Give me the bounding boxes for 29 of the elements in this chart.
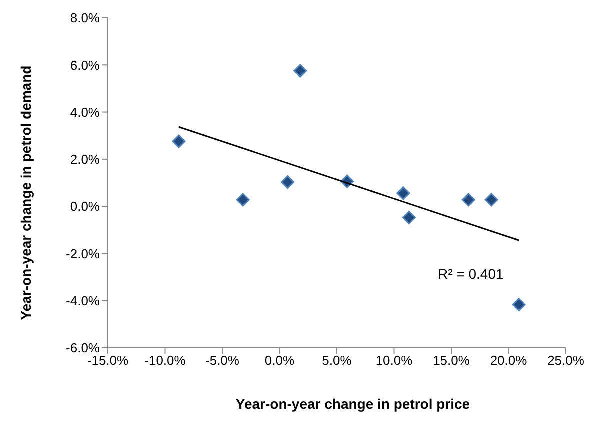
x-axis-title: Year-on-year change in petrol price <box>234 396 472 412</box>
y-tick-label: -2.0% <box>66 246 100 262</box>
x-tick-label: 20.0% <box>490 353 528 368</box>
point <box>294 64 308 78</box>
point <box>512 298 526 312</box>
x-tick-label: 25.0% <box>548 353 585 368</box>
x-tick-label: 10.0% <box>376 353 414 368</box>
point <box>236 193 250 207</box>
point <box>484 193 498 207</box>
x-tick-label: 15.0% <box>433 353 470 368</box>
point <box>402 210 416 224</box>
y-tick-label: 2.0% <box>70 152 100 168</box>
y-tick-label: 4.0% <box>70 104 100 120</box>
y-tick-label: -4.0% <box>66 293 100 308</box>
y-axis-title: Year-on-year change in petrol demand <box>18 66 34 320</box>
point <box>281 176 295 190</box>
x-tick-label: -15.0% <box>87 353 130 368</box>
point <box>462 193 476 207</box>
y-tick-label: 0.0% <box>70 199 100 214</box>
x-tick-label: 0.0% <box>264 353 295 368</box>
y-tick-label: -6.0% <box>66 340 100 356</box>
x-tick-label: 5.0% <box>322 353 352 368</box>
point <box>172 134 186 148</box>
x-tick-label: -10.0% <box>144 353 186 368</box>
x-tick-label: -5.0% <box>206 353 240 368</box>
annotation: R² = 0.401 <box>438 266 504 282</box>
y-tick-label: 6.0% <box>70 58 100 73</box>
point <box>396 186 410 200</box>
y-tick-label: 8.0% <box>70 10 100 26</box>
